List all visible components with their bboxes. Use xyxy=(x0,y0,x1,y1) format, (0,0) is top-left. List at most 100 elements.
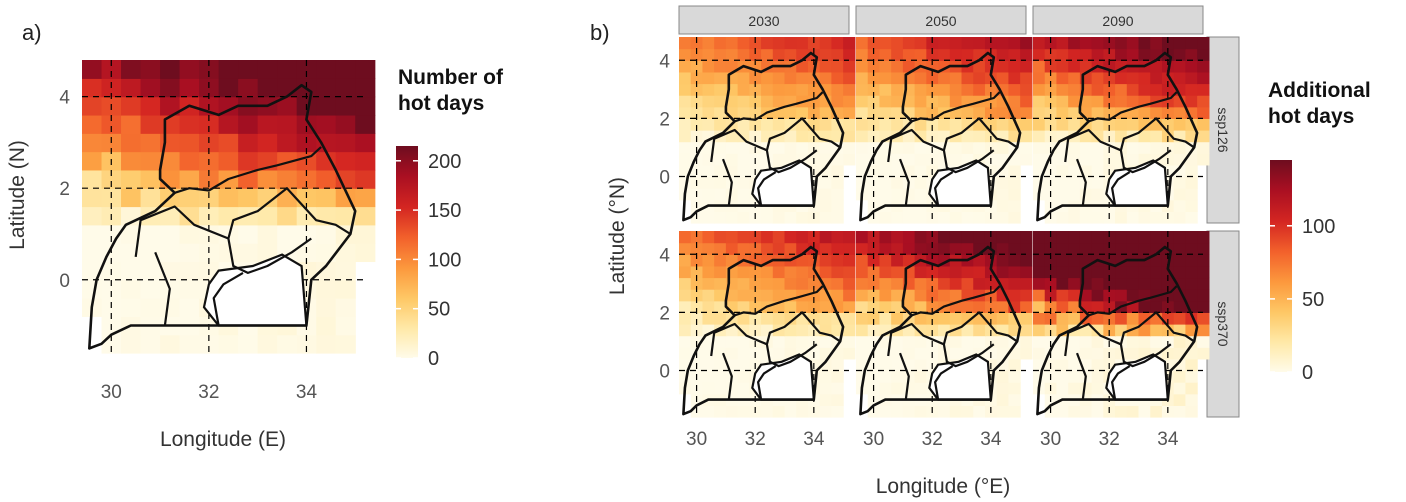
grid-cell xyxy=(856,231,869,244)
grid-cell xyxy=(679,153,692,166)
grid-cell xyxy=(179,60,200,79)
grid-cell xyxy=(737,265,750,279)
grid-cell xyxy=(690,265,704,279)
grid-cell xyxy=(949,231,963,244)
grid-cell xyxy=(772,71,786,85)
grid-cell xyxy=(949,118,963,131)
grid-cell xyxy=(749,289,762,302)
grid-cell xyxy=(714,37,727,50)
region-boundary-1 xyxy=(134,205,312,274)
grid-cell xyxy=(926,118,939,131)
grid-cell xyxy=(1068,370,1081,383)
grid-cell xyxy=(1068,141,1081,154)
grid-cell xyxy=(914,265,927,279)
grid-cell xyxy=(1185,265,1198,279)
grid-cell xyxy=(82,188,103,208)
legend-a-tick-label: 150 xyxy=(428,200,461,222)
grid-cell xyxy=(961,335,974,348)
grid-cell xyxy=(1173,211,1187,224)
grid-cell xyxy=(831,48,844,61)
grid-cell xyxy=(949,95,963,108)
grid-cell xyxy=(984,231,998,244)
grid-cell xyxy=(1020,130,1033,143)
grid-cell xyxy=(856,48,869,61)
grid-cell xyxy=(1068,37,1081,50)
grid-cell xyxy=(1008,277,1021,290)
grid-cell xyxy=(737,71,750,85)
grid-cell xyxy=(749,231,762,244)
grid-cell xyxy=(121,169,142,189)
grid-cell xyxy=(1115,312,1128,325)
column-strip-label: 2030 xyxy=(748,13,779,29)
grid-cell xyxy=(961,141,974,154)
grid-cell xyxy=(1068,188,1081,201)
grid-cell xyxy=(725,95,739,108)
grid-cell xyxy=(1056,176,1069,189)
region-boundary-5 xyxy=(1110,171,1131,206)
facet-ssp370-2030 xyxy=(679,231,856,418)
y-tick-label: 0 xyxy=(59,271,70,292)
grid-cell xyxy=(160,224,181,244)
grid-cell xyxy=(121,261,142,281)
panel-b-letter: b) xyxy=(590,20,610,45)
grid-cell xyxy=(914,312,927,325)
grid-cell xyxy=(690,48,704,61)
grid-cell xyxy=(121,78,142,98)
grid-cell xyxy=(737,188,750,201)
grid-cell xyxy=(914,141,927,154)
grid-cell xyxy=(973,37,986,50)
grid-cell xyxy=(1138,312,1151,325)
legend-b-tick-label: 0 xyxy=(1302,362,1313,384)
grid-cell xyxy=(973,335,986,348)
grid-cell xyxy=(926,277,939,290)
grid-cell xyxy=(749,71,762,85)
grid-cell xyxy=(1056,211,1069,224)
grid-cell xyxy=(784,335,797,348)
y-tick-label: 2 xyxy=(659,109,670,130)
grid-cell xyxy=(1020,242,1033,255)
grid-cell xyxy=(714,312,727,325)
grid-cell xyxy=(1138,106,1151,119)
grid-cell xyxy=(1056,358,1069,372)
grid-cell xyxy=(784,37,797,50)
grid-cell xyxy=(355,96,376,116)
grid-cell xyxy=(316,188,337,208)
region-boundary-3 xyxy=(1119,311,1195,345)
grid-cell xyxy=(761,277,774,290)
grid-cell xyxy=(807,37,821,50)
grid-cell xyxy=(1173,60,1187,73)
grid-cell xyxy=(914,382,927,395)
grid-cell xyxy=(902,335,916,348)
grid-cell xyxy=(784,300,797,313)
grid-cell xyxy=(335,261,356,281)
grid-cell xyxy=(926,37,939,50)
grid-cell xyxy=(702,106,715,119)
grid-cell xyxy=(891,118,904,131)
grid-cell xyxy=(140,188,161,208)
grid-cell xyxy=(1056,405,1069,418)
grid-cell xyxy=(82,96,103,116)
grid-cell xyxy=(879,118,892,131)
country-outline xyxy=(859,245,1022,416)
grid-cell xyxy=(807,231,821,244)
grid-cell xyxy=(1020,106,1033,119)
grid-cell xyxy=(702,405,715,418)
grid-cell xyxy=(140,261,161,281)
grid-cell xyxy=(1197,118,1210,131)
grid-cell xyxy=(891,277,904,290)
grid-cell xyxy=(784,242,797,255)
grid-cell xyxy=(1138,83,1151,96)
row-strip-label: ssp126 xyxy=(1215,107,1231,152)
grid-cell xyxy=(996,335,1010,348)
grid-cell xyxy=(82,206,103,226)
panel-a-cells xyxy=(82,60,376,354)
grid-cell xyxy=(1068,335,1081,348)
grid-cell xyxy=(856,60,869,73)
grid-cell xyxy=(891,95,904,108)
legend-b-title-line2: hot days xyxy=(1268,105,1354,128)
grid-cell xyxy=(1091,347,1104,360)
grid-cell xyxy=(1033,312,1046,325)
y-tick-label: 0 xyxy=(659,362,670,383)
grid-cell xyxy=(1185,289,1198,302)
grid-cell xyxy=(1126,289,1140,302)
